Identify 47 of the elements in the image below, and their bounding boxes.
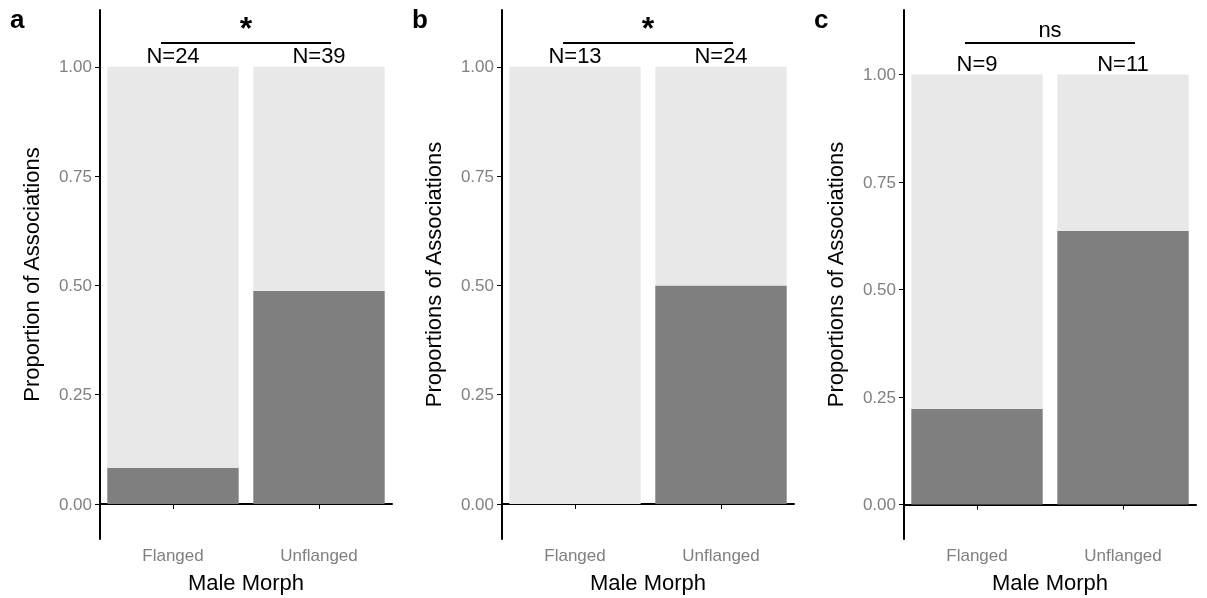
annotation: ns bbox=[1038, 16, 1062, 42]
y-tick-label: 0.25 bbox=[58, 385, 92, 405]
y-tick-label: 0.75 bbox=[58, 166, 92, 186]
y-axis-title: Proportions of Associations bbox=[822, 141, 848, 408]
y-tick-label: 0.00 bbox=[460, 494, 494, 514]
x-axis-title: Male Morph bbox=[589, 569, 707, 595]
annotation: N=39 bbox=[292, 43, 346, 69]
x-tick-label: Flanged bbox=[946, 546, 1008, 565]
annotation: N=24 bbox=[694, 43, 748, 69]
annotation: N=9 bbox=[956, 51, 998, 77]
annotation: * bbox=[239, 10, 253, 46]
bar bbox=[911, 409, 1043, 505]
bar bbox=[911, 74, 1043, 410]
bar bbox=[253, 291, 385, 505]
annotation: * bbox=[641, 10, 655, 46]
y-axis-title: Proportions of Associations bbox=[420, 141, 446, 408]
x-tick-label: Unflanged bbox=[682, 546, 760, 565]
x-tick-label: Unflanged bbox=[280, 546, 358, 565]
y-tick-label: 0.25 bbox=[460, 385, 494, 405]
bar bbox=[253, 66, 385, 292]
x-axis-title: Male Morph bbox=[187, 569, 305, 595]
bar bbox=[1057, 231, 1189, 505]
chart-title: b bbox=[412, 4, 428, 35]
y-tick-label: 0.75 bbox=[862, 172, 896, 192]
bar bbox=[107, 66, 239, 468]
x-tick-label: Flanged bbox=[142, 546, 204, 565]
annotation: N=11 bbox=[1097, 51, 1149, 77]
chart-title: a bbox=[10, 4, 25, 35]
y-tick-label: 0.00 bbox=[58, 494, 92, 514]
x-tick-label: Unflanged bbox=[1084, 546, 1162, 565]
y-axis-title: Proportion of Associations bbox=[18, 147, 44, 402]
y-tick-label: 0.75 bbox=[460, 166, 494, 186]
y-tick-label: 1.00 bbox=[460, 57, 494, 77]
bar bbox=[107, 467, 239, 505]
y-tick-label: 0.50 bbox=[58, 275, 92, 295]
chart-title: c bbox=[814, 4, 829, 35]
x-axis-title: Male Morph bbox=[991, 569, 1109, 595]
bar bbox=[1057, 74, 1189, 232]
y-tick-label: 0.00 bbox=[862, 495, 896, 515]
y-tick-label: 1.00 bbox=[58, 57, 92, 77]
x-tick-label: Flanged bbox=[544, 546, 606, 565]
annotation: N=24 bbox=[146, 43, 200, 69]
y-tick-label: 0.50 bbox=[460, 275, 494, 295]
y-tick-label: 0.50 bbox=[862, 280, 896, 300]
y-tick-label: 0.25 bbox=[862, 387, 896, 407]
annotation: N=13 bbox=[548, 43, 602, 69]
y-tick-label: 1.00 bbox=[862, 65, 896, 85]
